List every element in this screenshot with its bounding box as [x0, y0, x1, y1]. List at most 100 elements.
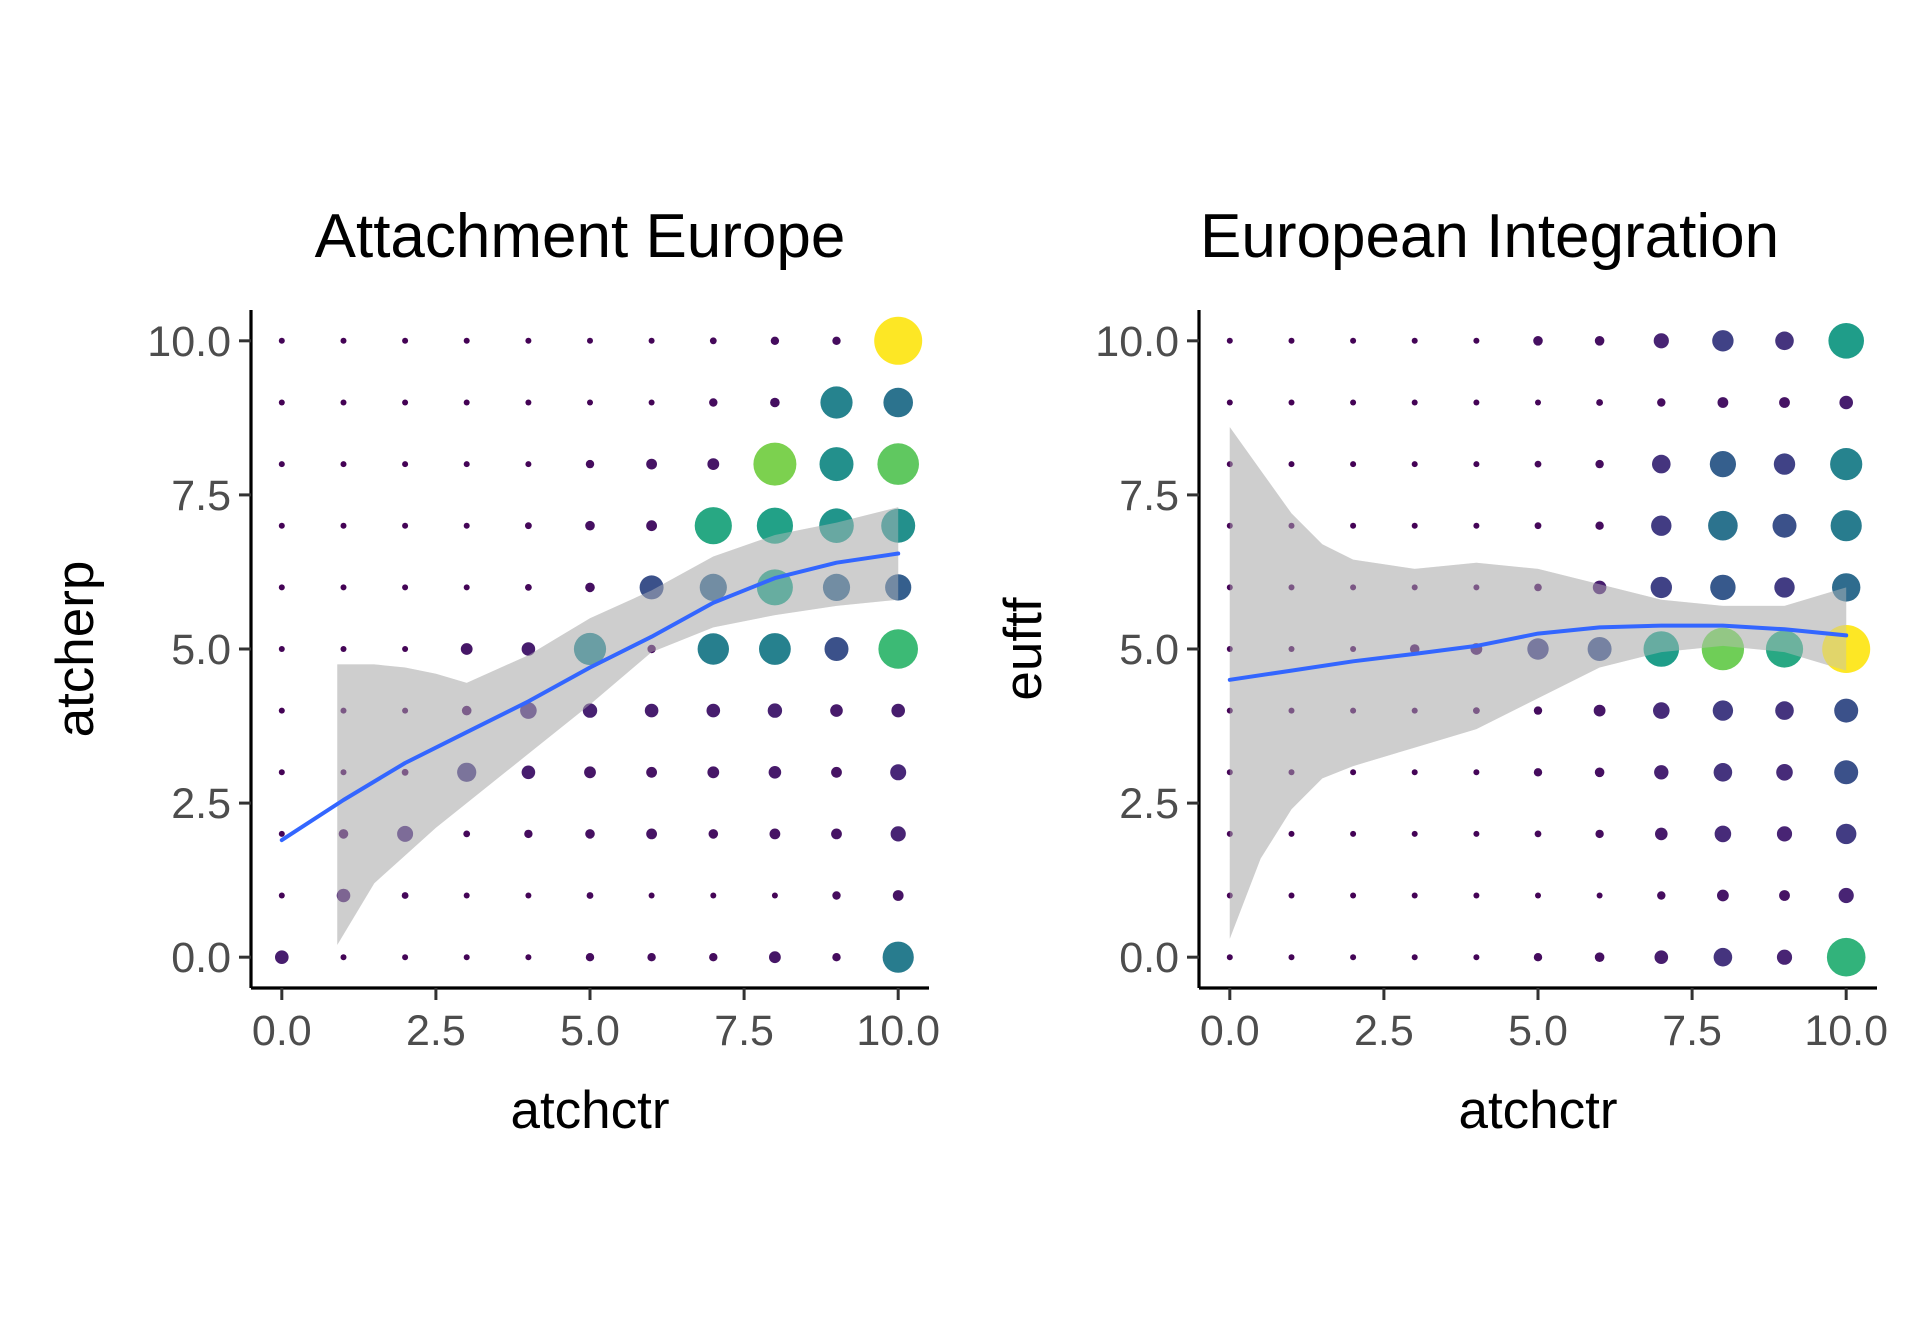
- data-point: [585, 520, 595, 531]
- data-point: [646, 458, 657, 470]
- data-point: [1411, 584, 1418, 591]
- data-point: [769, 951, 781, 964]
- data-point: [1288, 892, 1295, 899]
- data-point: [1779, 890, 1790, 901]
- data-point: [1533, 336, 1543, 346]
- data-point: [402, 399, 409, 406]
- data-point: [402, 337, 409, 344]
- data-point: [340, 707, 347, 714]
- data-point: [1596, 892, 1603, 899]
- data-point: [336, 888, 351, 903]
- data-point: [644, 703, 659, 718]
- data-point: [647, 644, 656, 654]
- smooth-line: [1227, 623, 1849, 682]
- data-point: [278, 584, 285, 591]
- data-point: [1701, 627, 1745, 671]
- data-point: [1533, 706, 1543, 715]
- data-point: [402, 584, 409, 591]
- data-point: [1709, 451, 1736, 478]
- x-tick-label: 5.0: [560, 1007, 620, 1055]
- data-point: [1473, 337, 1480, 344]
- data-point: [402, 954, 409, 961]
- data-point: [648, 892, 655, 899]
- data-point: [1776, 764, 1793, 781]
- data-point: [1411, 337, 1418, 344]
- data-point: [646, 766, 657, 778]
- data-point: [340, 337, 347, 344]
- data-point: [278, 830, 285, 837]
- data-point: [1473, 461, 1480, 468]
- x-tick-label: 0.0: [252, 1007, 312, 1055]
- data-point: [520, 702, 537, 719]
- data-point: [1655, 827, 1668, 841]
- data-point: [587, 399, 593, 406]
- data-point: [1826, 937, 1866, 977]
- data-point: [831, 828, 842, 840]
- data-point: [1473, 830, 1480, 837]
- data-point: [1830, 510, 1862, 542]
- confidence-band: [1229, 427, 1847, 939]
- data-point: [756, 507, 794, 544]
- data-point: [1594, 336, 1605, 346]
- data-point: [1288, 337, 1295, 344]
- y-tick-label: 2.5: [171, 780, 231, 828]
- data-point: [646, 520, 657, 532]
- data-point: [648, 399, 655, 406]
- data-point: [278, 892, 285, 899]
- data-point: [1226, 769, 1233, 776]
- y-tick-label: 10.0: [147, 318, 231, 366]
- data-point: [767, 703, 783, 718]
- y-tick-label: 0.0: [171, 934, 231, 982]
- data-point: [586, 892, 594, 899]
- data-point: [1775, 331, 1794, 351]
- data-point: [1226, 399, 1233, 406]
- data-point: [463, 337, 470, 344]
- data-point: [1653, 702, 1670, 719]
- data-point: [1473, 892, 1480, 899]
- data-point: [402, 461, 409, 468]
- data-point: [278, 646, 285, 652]
- data-point: [1473, 584, 1480, 591]
- x-tick-label: 2.5: [406, 1007, 466, 1055]
- data-point: [1288, 584, 1295, 591]
- data-point: [1643, 631, 1680, 667]
- data-point: [831, 766, 842, 778]
- data-point: [1714, 825, 1732, 843]
- data-point: [524, 829, 533, 839]
- data-point: [463, 892, 470, 899]
- ticks-layer: 0.0 2.5 5.0 7.5 10.0 0.0 2.5 5.0 7.5 10.0: [147, 318, 940, 1055]
- smooth-line-layer: [1227, 427, 1849, 939]
- data-point: [1654, 950, 1669, 964]
- data-point: [338, 829, 349, 839]
- data-point: [1350, 892, 1357, 899]
- data-point: [708, 829, 719, 839]
- panel-title: Attachment Europe: [315, 202, 846, 271]
- data-point: [278, 769, 285, 776]
- data-point: [1776, 949, 1793, 965]
- data-point: [710, 892, 717, 899]
- panel-european-integration: European Integration 0.0 2.5 5.0 7.5 10.00.0…: [994, 202, 1888, 1140]
- ticks-layer: 0.0 2.5 5.0 7.5 10.0 0.0 2.5 5.0 7.5 10.0: [1095, 318, 1888, 1055]
- data-point: [278, 399, 285, 406]
- data-point: [830, 704, 843, 717]
- data-point: [525, 461, 532, 468]
- data-point: [648, 337, 655, 344]
- data-point: [525, 399, 532, 406]
- data-point: [878, 629, 918, 669]
- data-point: [525, 337, 532, 344]
- data-point: [639, 575, 664, 600]
- data-point: [1226, 522, 1233, 529]
- data-point: [1411, 399, 1418, 406]
- data-point: [340, 461, 347, 468]
- data-point: [1710, 574, 1736, 601]
- data-point: [340, 399, 347, 406]
- data-point: [1473, 769, 1480, 776]
- data-point: [1657, 891, 1666, 900]
- data-point: [1587, 637, 1612, 661]
- data-point: [585, 829, 595, 839]
- data-point: [402, 522, 409, 529]
- data-point: [824, 637, 849, 661]
- data-point: [709, 337, 717, 345]
- data-point: [1534, 830, 1542, 838]
